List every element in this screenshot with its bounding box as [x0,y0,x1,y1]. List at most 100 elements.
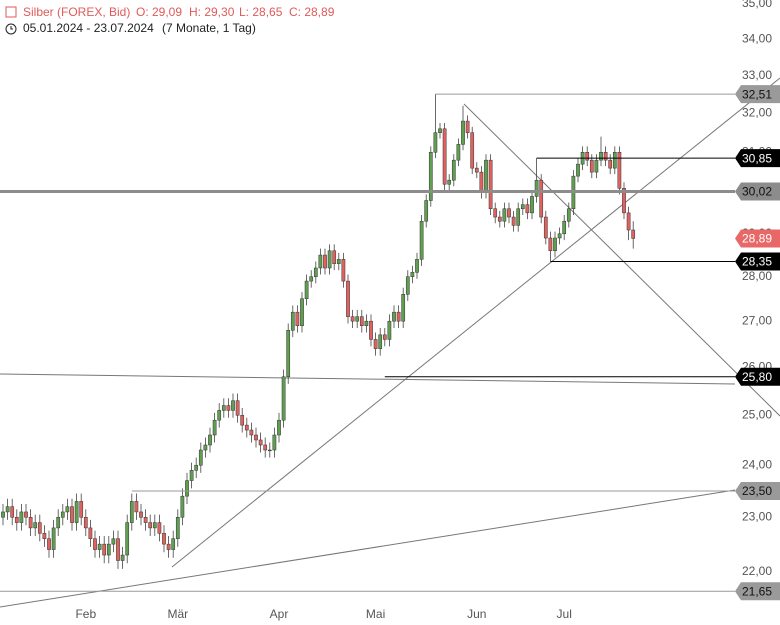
candle-body [249,429,254,436]
level-box [735,481,780,500]
candle-body [336,259,341,264]
candle-body [212,419,217,436]
candle-body [608,159,613,169]
candle-body [88,527,93,539]
candle-body [410,272,415,277]
candle-body [208,434,212,446]
ohlc-high: H: 29,30 [189,5,235,19]
candle-body [484,159,488,193]
candle-body [350,316,355,322]
y-tick-label: 28,00 [742,269,772,283]
candle-body [226,405,231,411]
clock-icon [5,23,17,35]
trend-lines [0,77,780,608]
candle-body [626,212,631,231]
candle-body [157,522,162,534]
candle-body [162,533,166,545]
level-label: 30,02 [742,185,772,199]
candle-body [534,179,539,197]
candle-body [231,400,235,411]
candle-body [387,320,392,340]
candle-body [585,151,590,161]
candle-body [479,171,484,193]
candle-body [267,449,272,452]
level-box [735,582,780,601]
candle-body [612,151,617,169]
level-label: 23,50 [742,484,772,498]
level-box [735,149,780,168]
candle-body [405,276,410,295]
candle-body [258,439,263,446]
y-tick-label: 24,00 [742,457,772,471]
candle-body [120,554,125,561]
candle-body [221,405,226,411]
level-box [735,252,780,271]
candle-body [617,151,622,189]
candle-body [198,449,203,466]
candle-body [576,163,580,177]
candle-body [451,159,456,181]
candle-body [502,208,507,222]
candle-body [134,501,139,513]
candle-body [33,522,38,529]
y-tick-label: 27,00 [742,313,772,327]
candle-body [419,220,424,260]
candle-body [603,151,608,161]
candle-body [42,533,47,539]
y-tick-label: 34,00 [742,31,772,45]
candle-body [56,516,61,529]
period: (7 Monate, 1 Tag) [162,21,256,35]
candle-body [428,151,433,201]
x-tick-label: Apr [270,607,289,621]
candle-body [378,334,383,349]
y-tick-label: 23,00 [742,509,772,523]
candle-body [300,298,304,326]
trend-line [0,373,736,385]
candle-body [290,311,295,331]
candle-body [24,511,28,518]
candle-body [240,415,245,426]
candle-body [97,543,102,550]
candle-body [235,400,240,416]
candle-body [323,254,327,269]
candle-body [189,470,194,481]
level-box [735,182,780,201]
candle-body [65,506,70,513]
candle-body [447,179,452,185]
y-tick-label: 33,00 [742,68,772,82]
y-tick-label: 35,00 [742,0,772,10]
candle-body [116,538,120,561]
candle-body [139,511,143,518]
level-box [735,229,780,248]
candle-body [562,220,567,235]
candle-body [185,480,189,497]
trend-line [171,77,780,568]
candle-body [438,128,442,133]
candle-body [507,208,511,218]
candle-body [456,144,461,161]
candle-body [396,311,401,322]
candle-body [309,276,314,282]
candle-body [111,538,116,545]
candle-body [530,196,534,214]
candle-body [341,259,346,282]
candle-body [148,522,153,529]
candle-body [442,128,447,185]
candle-body [566,208,571,222]
candle-body [589,159,594,173]
candle-body [143,516,148,523]
x-tick-label: Mai [366,607,385,621]
candle-body [424,200,429,222]
candle-body [461,120,465,145]
candle-body [553,237,557,252]
candle-body [327,250,332,269]
level-label: 25,80 [742,370,772,384]
candle-body [125,522,130,556]
candle-body [318,254,323,269]
candle-body [631,229,636,239]
x-tick-label: Jun [467,607,486,621]
candle-body [1,511,5,518]
candle-body [465,120,470,133]
trend-line [463,103,780,417]
candle-body [415,259,419,273]
